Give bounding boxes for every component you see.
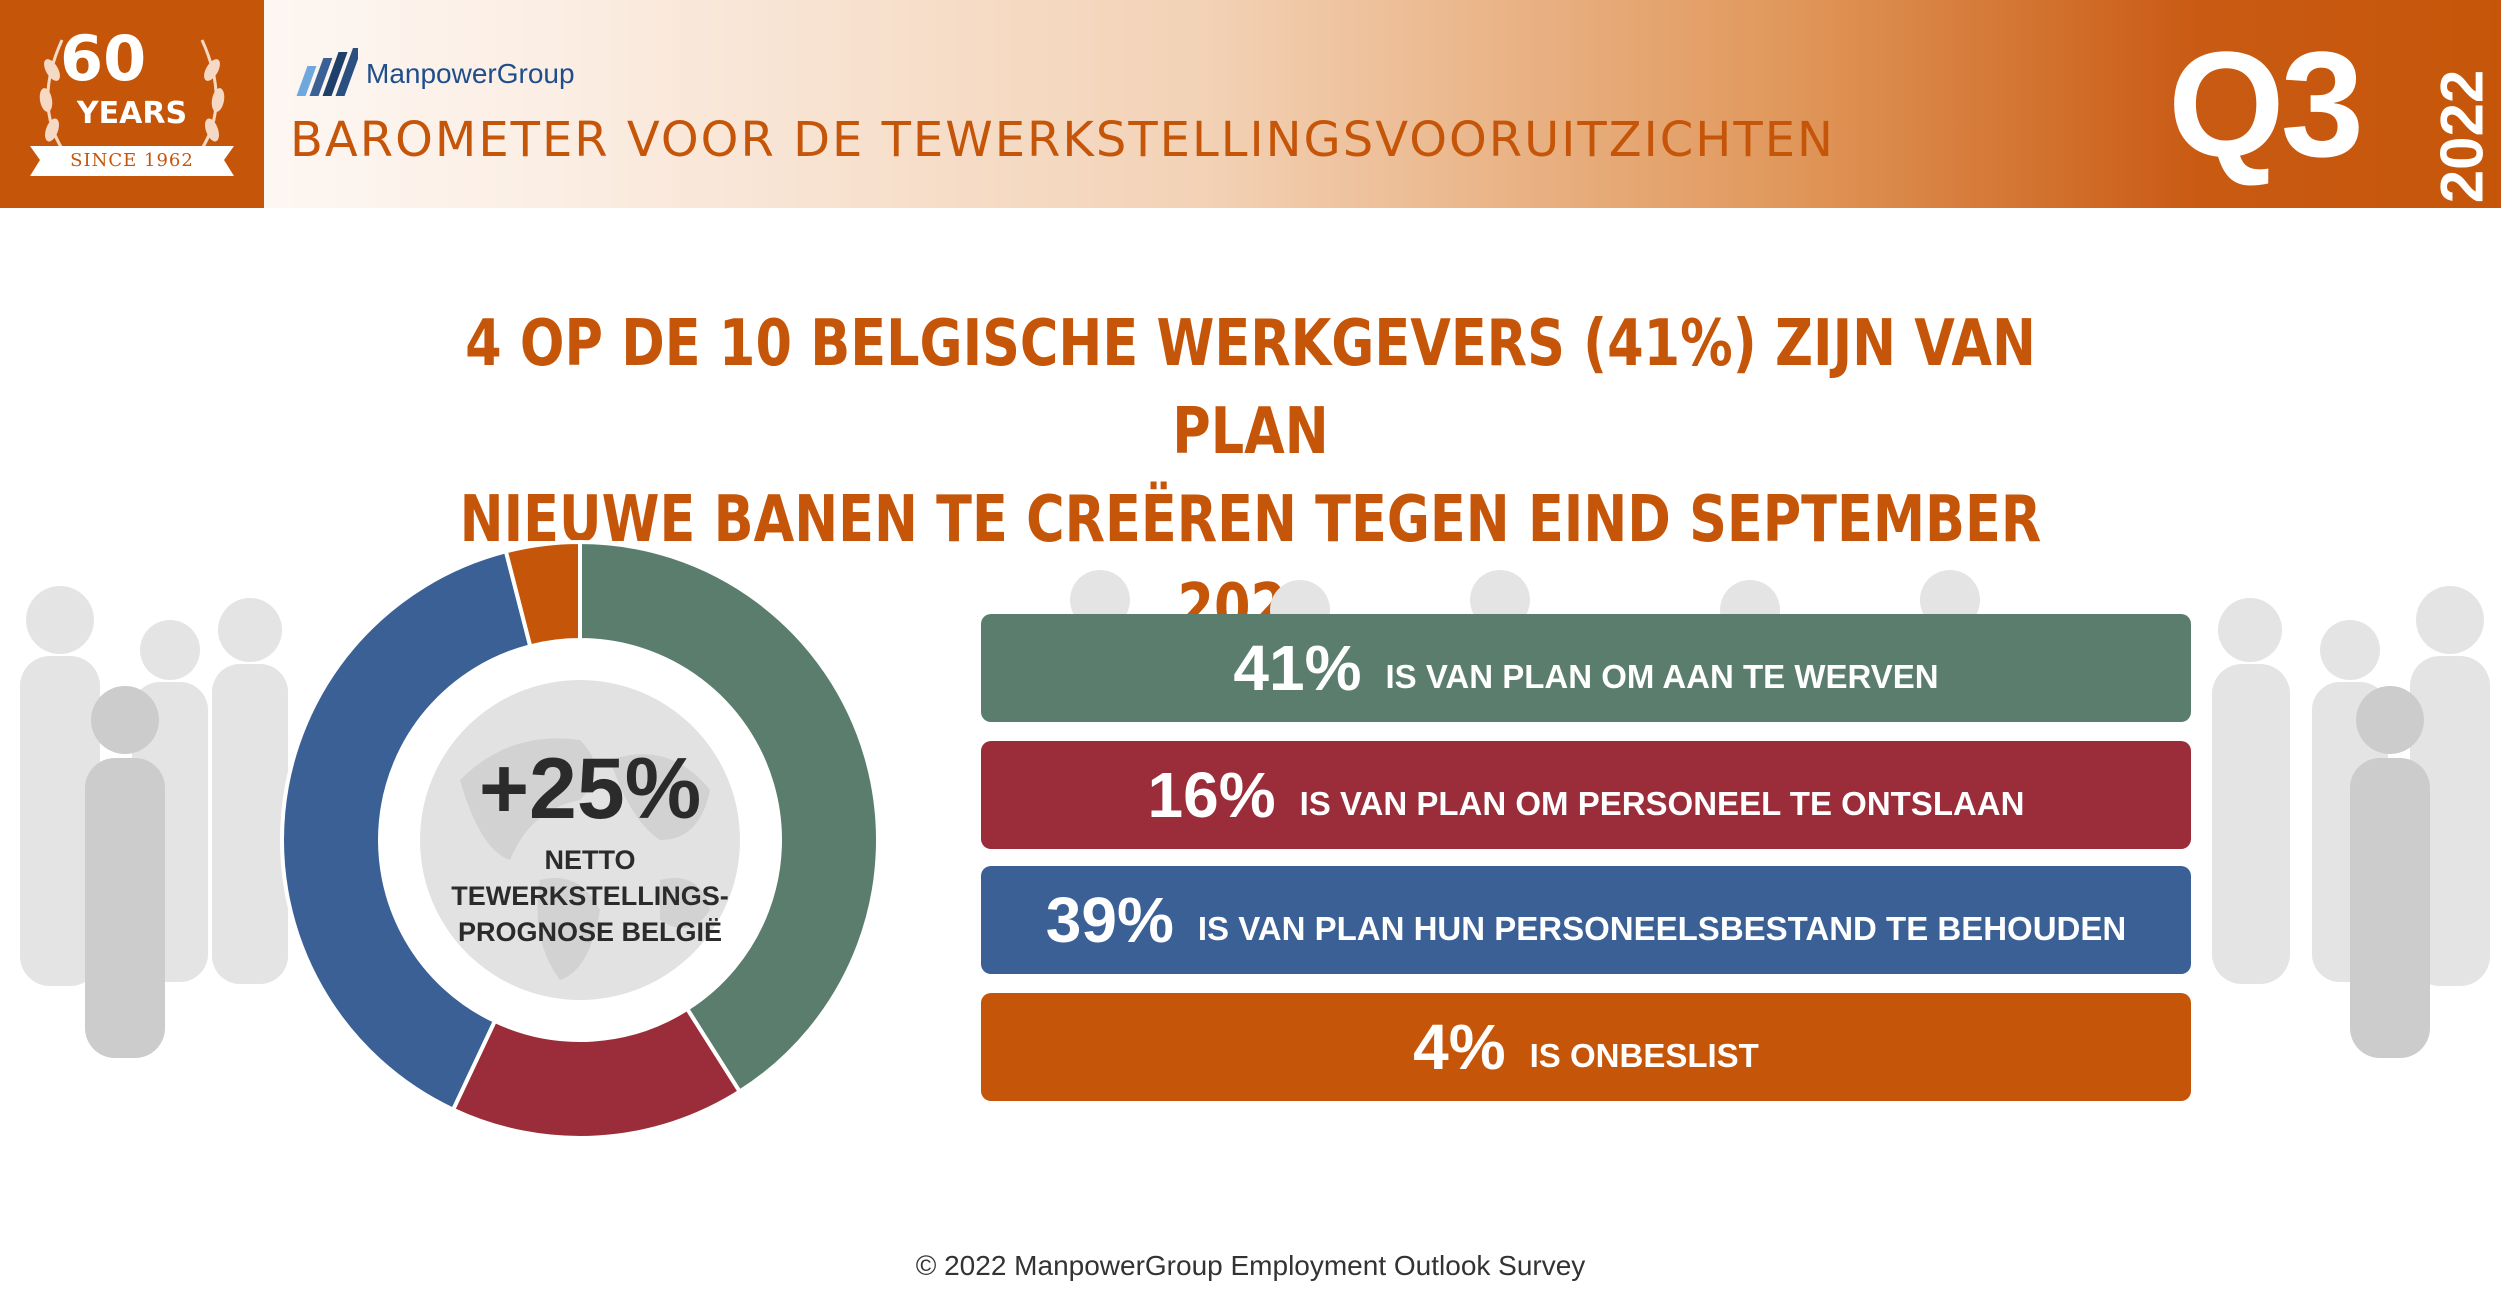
footer-copyright: © 2022 ManpowerGroup Employment Outlook … — [915, 1250, 1586, 1281]
stat-text: IS VAN PLAN HUN PERSONEELSBESTAND TE BEH… — [1197, 910, 2127, 947]
stat-bar-keep: 39% IS VAN PLAN HUN PERSONEELSBESTAND TE… — [981, 866, 2191, 974]
stat-text: IS ONBESLIST — [1529, 1037, 1759, 1074]
headline-line-1: 4 OP DE 10 BELGISCHE WERKGEVERS (41%) ZI… — [465, 307, 2036, 469]
brand-name: ManpowerGroup — [366, 58, 575, 89]
stat-text: IS VAN PLAN OM PERSONEEL TE ONTSLAAN — [1299, 785, 2025, 822]
badge-years: YEARS — [76, 96, 188, 131]
laurel-wreath-icon — [30, 39, 234, 176]
stat-percent: 4% — [1413, 1011, 1506, 1083]
stat-bar-undecided: 4% IS ONBESLIST — [981, 993, 2191, 1101]
net-outlook-value: +25% — [478, 741, 702, 837]
net-outlook-label-line-3: PROGNOSE BELGIË — [457, 917, 723, 947]
donut-slice-2 — [280, 548, 533, 1113]
badge-sixty: 60 — [60, 22, 147, 95]
page-title: BAROMETER VOOR DE TEWERKSTELLINGSVOORUIT… — [290, 112, 1835, 168]
stat-percent: 39% — [1045, 884, 1174, 956]
net-outlook-label: NETTO TEWERKSTELLINGS- PROGNOSE BELGIË — [410, 842, 770, 950]
donut-chart — [280, 540, 880, 1140]
quarter-label: Q3 — [2168, 20, 2364, 188]
manpowergroup-logo-icon — [296, 48, 358, 96]
year-label: 2022 — [2428, 69, 2496, 204]
globe-icon — [420, 680, 740, 1000]
net-outlook-label-line-1: NETTO — [544, 845, 636, 875]
donut-slice-0 — [578, 540, 880, 1095]
headline: 4 OP DE 10 BELGISCHE WERKGEVERS (41%) ZI… — [389, 300, 2112, 652]
crowd-silhouette — [20, 570, 2490, 1058]
stat-text: IS VAN PLAN OM AAN TE WERVEN — [1385, 658, 1939, 695]
anniversary-badge: 60 YEARS SINCE 1962 — [0, 0, 264, 208]
stat-percent: 41% — [1233, 632, 1362, 704]
stat-bar-hire: 41% IS VAN PLAN OM AAN TE WERVEN — [981, 614, 2191, 722]
net-outlook-label-line-2: TEWERKSTELLINGS- — [451, 881, 729, 911]
donut-slice-3 — [503, 540, 582, 649]
stat-percent: 16% — [1147, 759, 1276, 831]
header-band — [0, 0, 2501, 208]
badge-since: SINCE 1962 — [70, 150, 194, 171]
stat-bar-reduce: 16% IS VAN PLAN OM PERSONEEL TE ONTSLAAN — [981, 741, 2191, 849]
